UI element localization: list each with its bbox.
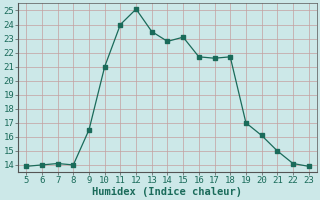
X-axis label: Humidex (Indice chaleur): Humidex (Indice chaleur): [92, 186, 243, 197]
